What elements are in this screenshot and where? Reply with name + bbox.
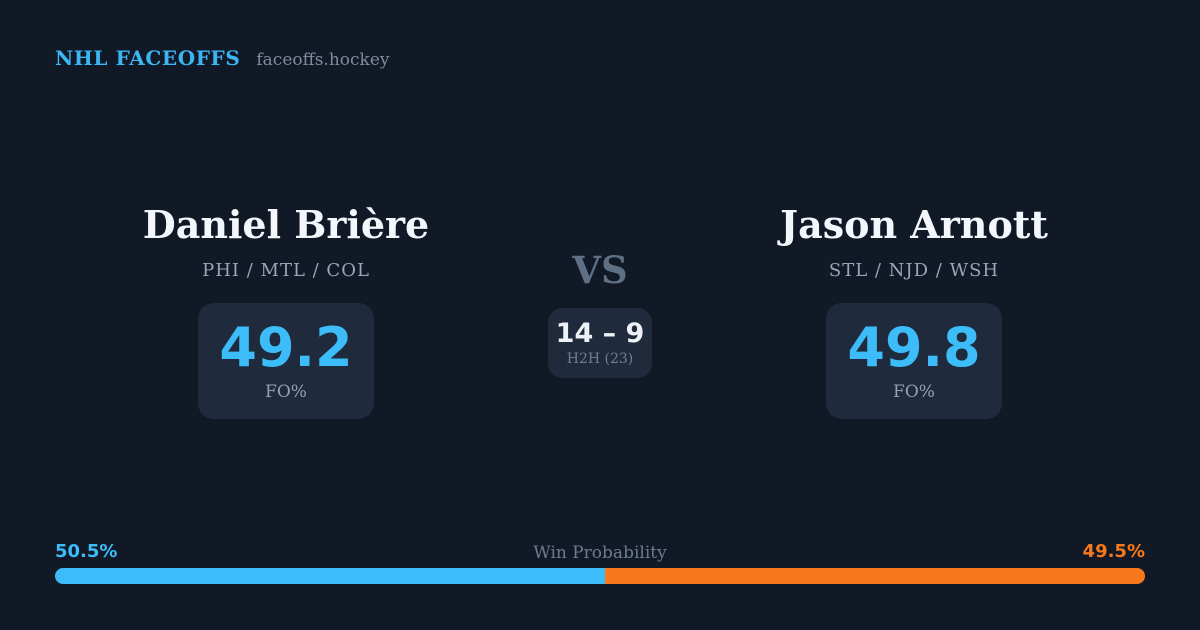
head-to-head-label: H2H (23) xyxy=(566,351,634,367)
left-player-stat-label: FO% xyxy=(265,382,307,402)
head-to-head-score: 14 – 9 xyxy=(555,318,645,349)
win-prob-right-pct: 49.5% xyxy=(1082,541,1145,562)
win-probability-bar xyxy=(55,568,1145,584)
left-player-stat-box: 49.2 FO% xyxy=(198,303,374,419)
head-to-head-box: 14 – 9 H2H (23) xyxy=(548,308,652,378)
right-player-teams: STL / NJD / WSH xyxy=(828,260,1000,281)
site-url: faceoffs.hockey xyxy=(256,50,390,70)
win-prob-bar-right-segment xyxy=(605,568,1145,584)
win-prob-bar-left-segment xyxy=(55,568,606,584)
left-player-name: Daniel Brière xyxy=(142,202,430,247)
vs-label: VS xyxy=(572,248,628,292)
left-player-section: Daniel Brière PHI / MTL / COL 49.2 FO% xyxy=(96,203,476,419)
win-prob-title: Win Probability xyxy=(533,543,667,563)
right-player-section: Jason Arnott STL / NJD / WSH 49.8 FO% xyxy=(724,203,1104,419)
left-player-teams: PHI / MTL / COL xyxy=(202,260,370,281)
right-player-name: Jason Arnott xyxy=(780,202,1048,247)
right-player-stat-box: 49.8 FO% xyxy=(826,303,1002,419)
win-prob-left-pct: 50.5% xyxy=(55,541,118,562)
header: NHL FACEOFFS faceoffs.hockey xyxy=(55,46,390,70)
brand-title: NHL FACEOFFS xyxy=(55,46,241,70)
right-player-faceoff-pct: 49.8 xyxy=(847,316,981,379)
right-player-stat-label: FO% xyxy=(893,382,935,402)
left-player-faceoff-pct: 49.2 xyxy=(219,316,353,379)
